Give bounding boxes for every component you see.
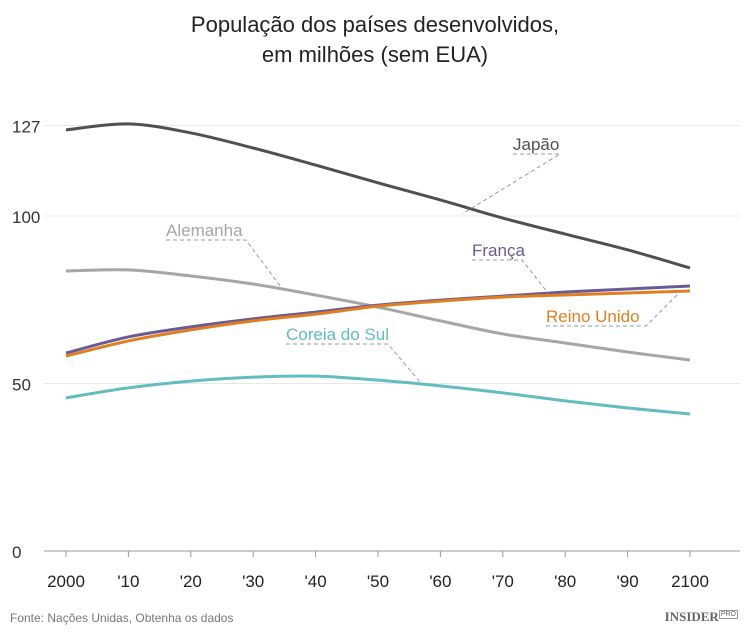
series-label: Japão <box>513 135 559 154</box>
series-line <box>65 289 691 358</box>
logo: INSIDER PRO <box>664 609 738 624</box>
y-tick-label: 0 <box>12 543 21 562</box>
y-tick-label: 127 <box>12 118 40 137</box>
series-label: Coreia do Sul <box>286 325 389 344</box>
leader-line <box>461 153 562 215</box>
x-tick-label: '70 <box>492 572 514 591</box>
series-label: França <box>472 241 525 260</box>
series-label: Alemanha <box>166 221 243 240</box>
x-tick-label: '50 <box>367 572 389 591</box>
x-tick-label: '10 <box>117 572 139 591</box>
x-tick-label: '90 <box>617 572 639 591</box>
series-line <box>65 122 691 270</box>
chart-subtitle: em milhões (sem EUA) <box>261 42 489 67</box>
x-tick-label: 2100 <box>671 572 709 591</box>
x-tick-label: '60 <box>429 572 451 591</box>
leader-line <box>546 291 681 327</box>
x-tick-label: '80 <box>554 572 576 591</box>
chart-title: População dos países desenvolvidos, <box>190 12 560 37</box>
x-tick-label: '30 <box>242 572 264 591</box>
y-tick-label: 100 <box>12 208 40 227</box>
x-tick-label: '40 <box>305 572 327 591</box>
x-tick-label: '20 <box>180 572 202 591</box>
x-tick-label: 2000 <box>47 572 85 591</box>
leader-line <box>472 259 549 294</box>
series-label: Reino Unido <box>546 307 640 326</box>
leader-line <box>286 343 421 383</box>
source-note: Fonte: Nações Unidas, Obtenha os dados <box>10 611 234 625</box>
leader-line <box>166 239 284 291</box>
y-tick-label: 50 <box>12 376 31 395</box>
series-line <box>65 374 691 416</box>
